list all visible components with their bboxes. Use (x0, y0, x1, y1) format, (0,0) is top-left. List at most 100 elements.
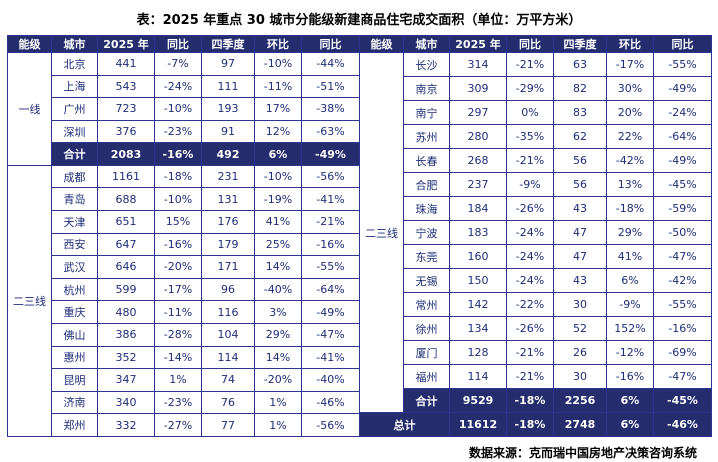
data-source-note: 数据来源：克而瑞中国房地产决策咨询系统 (468, 446, 697, 460)
column-header: 同比 (301, 35, 360, 53)
value-cell: 41% (606, 244, 654, 269)
value-cell: 651 (97, 210, 155, 234)
value-cell: -64% (653, 124, 712, 149)
value-cell: -55% (301, 255, 360, 279)
value-cell: 56 (553, 148, 607, 173)
table-row: 深圳 376 -23% 91 12% -63% (8, 119, 360, 144)
value-cell: 176 (201, 210, 255, 234)
value-cell: 131 (201, 187, 255, 212)
value-cell: -47% (653, 364, 712, 389)
grand-total-row: 总计 11612 -18% 2748 6% -46% (359, 412, 712, 437)
value-cell: -49% (653, 148, 712, 173)
value-cell: -21% (506, 148, 554, 173)
value-cell: 492 (201, 142, 255, 166)
value-cell: 646 (97, 255, 155, 279)
table-row: 南宁 297 0% 83 20% -24% (360, 100, 712, 125)
city-cell: 佛山 (51, 322, 98, 347)
value-cell: 29% (606, 220, 654, 245)
column-header: 能级 (359, 35, 404, 53)
value-cell: 160 (449, 244, 507, 269)
city-cell: 长沙 (403, 52, 450, 77)
value-cell: 76 (201, 390, 255, 415)
value-cell: -10% (254, 52, 302, 76)
city-cell: 厦门 (403, 340, 450, 365)
value-cell: -64% (301, 277, 360, 302)
value-cell: -47% (653, 244, 712, 269)
city-cell: 广州 (51, 97, 98, 121)
value-cell: 82 (553, 76, 607, 101)
table-row: 郑州 332 -27% 77 1% -56% (8, 413, 360, 437)
table-row: 徐州 134 -26% 52 152% -16% (360, 316, 712, 341)
value-cell: 47 (553, 220, 607, 245)
city-cell: 重庆 (51, 300, 98, 324)
value-cell: -41% (301, 187, 360, 212)
value-cell: -29% (506, 76, 554, 101)
value-cell: 268 (449, 148, 507, 173)
value-cell: 74 (201, 368, 255, 392)
value-cell: 297 (449, 100, 507, 125)
value-cell: -16% (154, 142, 202, 166)
city-cell: 武汉 (51, 255, 98, 279)
value-cell: 0% (506, 100, 554, 125)
value-cell: -59% (653, 196, 712, 221)
value-cell: 171 (201, 255, 255, 279)
value-cell: 128 (449, 340, 507, 365)
city-cell: 青岛 (51, 187, 98, 212)
value-cell: -56% (301, 164, 360, 189)
column-header: 环比 (254, 35, 302, 53)
value-cell: 111 (201, 74, 255, 99)
value-cell: -23% (154, 119, 202, 144)
value-cell: 480 (97, 300, 155, 324)
value-cell: -55% (653, 292, 712, 317)
value-cell: 43 (553, 196, 607, 221)
table-row: 无锡 150 -24% 43 6% -42% (360, 268, 712, 293)
value-cell: 83 (553, 100, 607, 125)
value-cell: 332 (97, 413, 155, 437)
value-cell: -50% (653, 220, 712, 245)
city-cell: 昆明 (51, 368, 98, 392)
grand-total-label-cell: 总计 (359, 412, 450, 437)
value-cell: -42% (653, 268, 712, 293)
value-cell: 134 (449, 316, 507, 341)
value-cell: -10% (154, 97, 202, 121)
city-table-left: 能级 城市 2025 年同比 四季度 环比 同比 一线 北京 441 -7% 97 -10% -44% 上… (7, 35, 360, 438)
table-header: 能级 城市 2025 年同比 四季度 环比 同比 (359, 35, 712, 53)
value-cell: 340 (97, 390, 155, 415)
table-row: 东莞 160 -24% 47 41% -47% (360, 244, 712, 269)
city-cell: 西安 (51, 232, 98, 257)
column-header: 同比 (506, 35, 554, 53)
table-row: 宁波 183 -24% 47 29% -50% (360, 220, 712, 245)
tables-container: 能级 城市 2025 年同比 四季度 环比 同比 一线 北京 441 -7% 97 -10% -44% 上… (7, 35, 712, 438)
value-cell: 179 (201, 232, 255, 257)
value-cell: -18% (506, 388, 554, 413)
value-cell: 150 (449, 268, 507, 293)
value-cell: -24% (653, 100, 712, 125)
value-cell: 1161 (97, 164, 155, 189)
value-cell: 29% (254, 322, 302, 347)
table-row: 惠州 352 -14% 114 14% -41% (8, 345, 360, 370)
city-cell: 珠海 (403, 196, 450, 221)
table-row: 珠海 184 -26% 43 -18% -59% (360, 196, 712, 221)
city-cell: 无锡 (403, 268, 450, 293)
city-cell: 济南 (51, 390, 98, 415)
value-cell: 41% (254, 210, 302, 234)
value-cell: 11612 (449, 412, 507, 437)
value-cell: -24% (506, 220, 554, 245)
value-cell: -26% (506, 196, 554, 221)
value-cell: 314 (449, 52, 507, 77)
value-cell: -7% (154, 52, 202, 76)
tier-cell: 二三线 (359, 52, 404, 413)
value-cell: 1% (254, 413, 302, 437)
value-cell: -49% (653, 76, 712, 101)
value-cell: 6% (606, 268, 654, 293)
value-cell: 6% (606, 412, 654, 437)
value-cell: 183 (449, 220, 507, 245)
value-cell: -16% (653, 316, 712, 341)
table-row: 常州 142 -22% 30 -9% -55% (360, 292, 712, 317)
value-cell: -17% (606, 52, 654, 77)
value-cell: -20% (254, 368, 302, 392)
table-row: 昆明 347 1% 74 -20% -40% (8, 368, 360, 392)
tier-cell: 一线 (7, 52, 52, 166)
table-header: 能级 城市 2025 年同比 四季度 环比 同比 (7, 35, 360, 53)
